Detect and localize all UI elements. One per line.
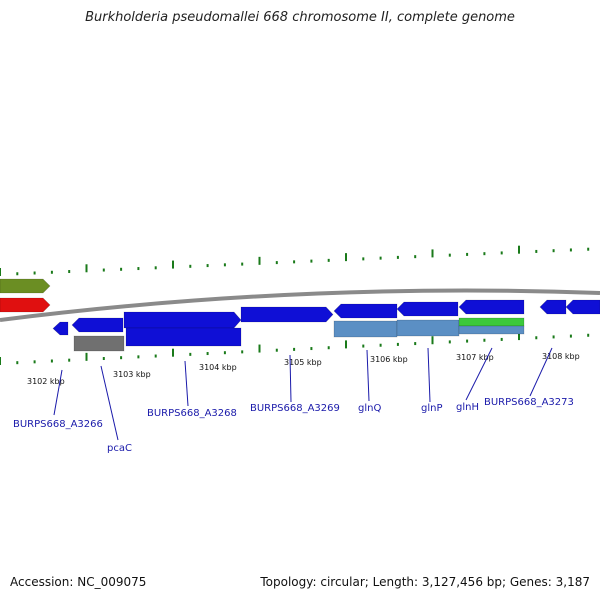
feature-steelblue xyxy=(333,320,398,338)
leader-line xyxy=(366,349,370,402)
feature-steelblue xyxy=(458,325,525,335)
page-title: Burkholderia pseudomallei 668 chromosome… xyxy=(85,10,515,25)
scale-labels: 3102 kbp 3103 kbp 3104 kbp 3105 kbp 3106 kbp… xyxy=(27,352,580,386)
gene-arrow xyxy=(333,303,398,319)
scale-label: 3104 kbp xyxy=(199,363,237,372)
accession-text: Accession: NC_009075 xyxy=(10,575,147,589)
leader-line xyxy=(289,354,292,403)
feature-green xyxy=(458,317,525,327)
gene-labels: BURPS668_A3266 pcaC BURPS668_A3268 BURPS668… xyxy=(13,397,574,454)
leader-line xyxy=(529,347,553,397)
gene-arrow xyxy=(539,299,567,315)
scale-label: 3103 kbp xyxy=(113,370,151,379)
gene-label[interactable]: BURPS668_A3268 xyxy=(147,408,237,419)
gene-arrow xyxy=(458,299,525,315)
leader-line xyxy=(184,360,189,407)
gene-label[interactable]: BURPS668_A3269 xyxy=(250,403,340,414)
scale-label: 3106 kbp xyxy=(370,355,408,364)
gene-arrow xyxy=(240,306,334,323)
chromosome-backbone xyxy=(0,288,600,322)
gene-label[interactable]: glnQ xyxy=(358,403,381,414)
gene-arrow xyxy=(71,317,124,333)
gene-label[interactable]: BURPS668_A3273 xyxy=(484,397,574,408)
gene-arrow xyxy=(123,311,242,329)
leader-line xyxy=(53,369,63,416)
gene-arrow xyxy=(565,299,600,315)
genome-summary-text: Topology: circular; Length: 3,127,456 bp… xyxy=(260,575,590,589)
gene-features xyxy=(0,278,600,352)
scale-label: 3108 kbp xyxy=(542,352,580,361)
scale-label: 3102 kbp xyxy=(27,377,65,386)
feature-olive xyxy=(0,278,51,294)
gene-label[interactable]: pcaC xyxy=(107,443,132,454)
feature-steelblue xyxy=(396,319,460,337)
leader-line xyxy=(100,365,119,441)
label-leader-lines xyxy=(53,347,553,441)
tick-row-bottom xyxy=(0,332,590,365)
feature-red xyxy=(0,297,51,313)
feature-gray xyxy=(73,335,125,352)
leader-line xyxy=(465,347,493,401)
gene-label[interactable]: glnP xyxy=(421,403,443,414)
gene-label[interactable]: glnH xyxy=(456,402,479,413)
scale-label: 3107 kbp xyxy=(456,353,494,362)
leader-line xyxy=(427,347,431,403)
feature-blue-box xyxy=(125,327,242,347)
scale-label: 3105 kbp xyxy=(284,358,322,367)
gene-arrow xyxy=(396,301,459,317)
gene-label[interactable]: BURPS668_A3266 xyxy=(13,419,103,430)
tick-row-top xyxy=(0,245,590,276)
gene-arrow xyxy=(52,321,69,336)
